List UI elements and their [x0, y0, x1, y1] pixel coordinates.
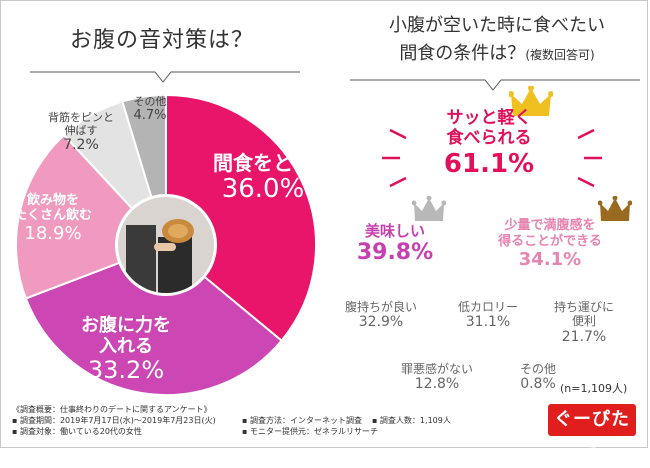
pie-label-drink-text1: 飲み物を — [26, 193, 79, 208]
condition-6th-value: 21.7% — [561, 328, 607, 345]
pie-label-drink-value: 18.9% — [24, 222, 82, 244]
condition-7th-value: 12.8% — [414, 376, 460, 393]
condition-4th-label: 腹持ちが良い — [344, 300, 417, 314]
pie-label-posture-text2: 伸ばす — [64, 123, 98, 137]
condition-4th: 腹持ちが良い 32.9% — [336, 300, 426, 331]
pie-label-other: その他 4.7% — [124, 95, 176, 124]
survey-target: ▪ 調査対象：働いている20代の女性 — [12, 427, 142, 436]
slice-snack — [165, 93, 317, 343]
survey-overview: 《調査概要：仕事終わりのデートに関するアンケート》 ▪ 調査期間：2019年7月… — [12, 404, 532, 437]
survey-provider: ▪ モニター提供元：ゼネラルリサーチ — [242, 427, 378, 436]
survey-row-1: ▪ 調査期間：2019年7月17日(水)～2019年7月23日(火) ▪ 調査方法… — [12, 415, 532, 426]
slice-abs — [24, 261, 283, 396]
condition-1st: サッと軽く 食べられる 61.1% — [414, 108, 564, 180]
center-photo — [118, 197, 214, 293]
pie-label-abs-text1: お腹に力を — [81, 315, 171, 336]
donut-chart — [15, 93, 317, 396]
conditions-title-line1: 小腹が空いた時に食べたい — [389, 15, 605, 36]
pie-label-snack-text: 間食をとる — [213, 151, 313, 175]
condition-3rd-value: 34.1% — [518, 249, 582, 271]
condition-8th-value: 0.8% — [520, 376, 556, 393]
condition-3rd-label1: 少量で満腹感を — [504, 218, 596, 233]
pie-label-abs-value: 33.2% — [87, 356, 165, 385]
condition-6th-label1: 持ち運びに — [553, 300, 614, 314]
silver-crown-icon — [412, 196, 446, 221]
right-title-underline — [350, 79, 640, 91]
pie-label-abs-text2: 入れる — [99, 335, 153, 357]
conditions-title-main: 間食の条件は？ — [399, 43, 526, 64]
condition-7th: 罪悪感がない 12.8% — [392, 362, 482, 393]
pie-label-snack-value: 36.0% — [221, 174, 305, 204]
pie-label-other-value: 4.7% — [133, 107, 167, 123]
condition-1st-label1: サッと軽く — [446, 108, 532, 128]
first-place-rays — [382, 128, 602, 188]
pie-label-posture-value: 7.2% — [63, 137, 99, 154]
bronze-crown-icon — [598, 196, 632, 221]
survey-period: ▪ 調査期間：2019年7月17日(水)～2019年7月23日(火) — [12, 416, 216, 425]
slice-drink — [15, 133, 134, 300]
left-title-underline — [30, 71, 300, 83]
condition-8th: その他 0.8% — [508, 362, 568, 393]
condition-2nd-label: 美味しい — [364, 222, 425, 240]
pie-label-posture-text1: 背筋をピンと — [48, 111, 114, 124]
pie-label-abs: お腹に力を 入れる 33.2% — [66, 315, 186, 385]
sample-size-note: (n=1,109人) — [560, 382, 628, 395]
survey-count: ▪ 調査人数：1,109人 — [371, 416, 451, 425]
conditions-title-note: (複数回答可) — [525, 48, 595, 62]
condition-4th-value: 32.9% — [358, 314, 404, 331]
condition-1st-label2: 食べられる — [446, 128, 532, 149]
condition-6th-label2: 便利 — [571, 314, 596, 329]
condition-2nd-value: 39.8% — [356, 240, 434, 265]
condition-3rd-label2: 得ることができる — [498, 233, 602, 249]
pie-chart-title: お腹の音対策は？ — [69, 28, 254, 53]
condition-5th: 低カロリー 31.1% — [448, 300, 528, 331]
slice-other — [121, 93, 167, 199]
conditions-title: 小腹が空いた時に食べたい 間食の条件は？(複数回答可) — [352, 12, 642, 69]
pie-label-other-text: その他 — [133, 95, 167, 108]
brand-logo: ぐーぴたっ — [548, 404, 636, 462]
pie-label-drink: 飲み物を たくさん飲む 18.9% — [8, 193, 98, 245]
condition-7th-label: 罪悪感がない — [400, 362, 473, 376]
survey-heading: 《調査概要：仕事終わりのデートに関するアンケート》 — [12, 405, 212, 414]
pie-label-snack: 間食をとる 36.0% — [198, 152, 328, 205]
gold-crown-icon — [509, 86, 553, 116]
conditions-title-line2: 間食の条件は？(複数回答可) — [352, 40, 642, 69]
condition-1st-value: 61.1% — [443, 148, 535, 179]
pie-label-drink-text2: たくさん飲む — [13, 207, 92, 223]
condition-6th: 持ち運びに 便利 21.7% — [544, 300, 624, 346]
condition-2nd: 美味しい 39.8% — [340, 222, 450, 266]
snack-photo-icon — [118, 197, 214, 293]
condition-5th-label: 低カロリー — [457, 300, 518, 314]
condition-5th-value: 31.1% — [465, 314, 511, 331]
condition-8th-label: その他 — [519, 362, 556, 376]
survey-method: ▪ 調査方法：インターネット調査 — [242, 416, 362, 425]
condition-3rd: 少量で満腹感を 得ることができる 34.1% — [480, 218, 620, 271]
survey-row-2: ▪ 調査対象：働いている20代の女性 ▪ モニター提供元：ゼネラルリサーチ — [12, 426, 532, 437]
infographic-frame — [0, 0, 648, 448]
pie-label-posture: 背筋をピンと 伸ばす 7.2% — [40, 111, 122, 154]
